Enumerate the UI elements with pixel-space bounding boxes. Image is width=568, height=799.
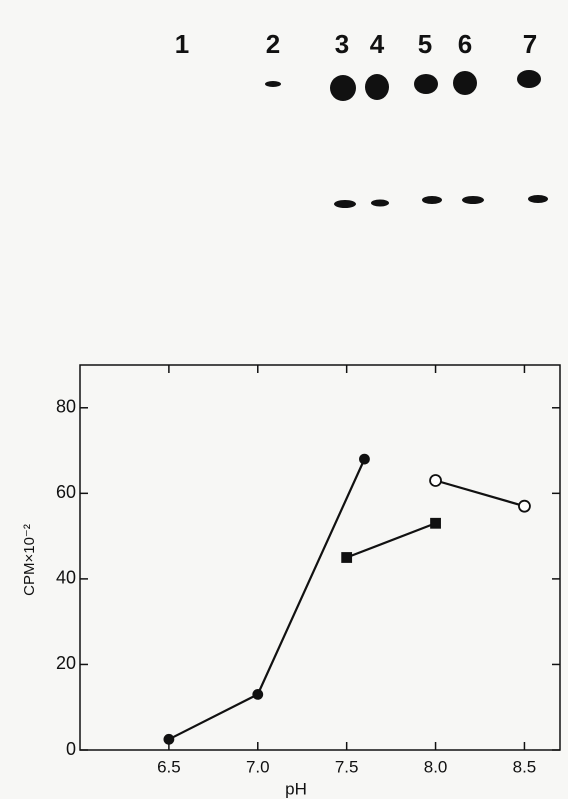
- point-marker: [429, 474, 442, 487]
- x-tick-label: 6.5: [157, 757, 181, 776]
- gel-band: [462, 196, 484, 204]
- lane-label: 7: [523, 29, 537, 59]
- point-marker: [518, 499, 531, 513]
- lane-label: 3: [335, 29, 349, 59]
- gel-band: [517, 70, 541, 88]
- gel-band: [422, 196, 442, 204]
- series-line: [435, 479, 525, 508]
- y-tick-label: 80: [56, 397, 76, 417]
- x-axis-label: pH: [285, 779, 307, 798]
- y-tick-label: 60: [56, 482, 76, 502]
- plot-frame: [79, 364, 561, 751]
- point-marker: [252, 688, 264, 700]
- gel-band: [365, 74, 389, 100]
- point-marker: [341, 552, 353, 563]
- series-line: [346, 522, 436, 559]
- x-tick-label: 8.0: [424, 757, 448, 776]
- gel-band: [334, 200, 356, 208]
- y-tick-label: 20: [56, 653, 76, 673]
- lane-label: 6: [458, 29, 472, 59]
- x-tick-label: 7.5: [335, 757, 359, 776]
- y-tick-label: 40: [56, 568, 76, 588]
- x-tick-label: 8.5: [513, 757, 537, 776]
- gel-band: [414, 74, 438, 94]
- x-tick-label: 7.0: [246, 757, 270, 776]
- lane-label: 1: [175, 29, 189, 59]
- point-marker: [430, 517, 441, 529]
- gel-band: [371, 199, 389, 207]
- lane-label: 5: [418, 29, 432, 59]
- lane-label: 2: [266, 29, 280, 59]
- y-axis-label: CPM×10⁻²: [21, 524, 38, 596]
- gel-band: [528, 195, 548, 203]
- point-marker: [359, 453, 370, 465]
- y-tick-label: 0: [66, 739, 76, 759]
- point-marker: [163, 733, 175, 745]
- plot: pH CPM×10⁻² 6.5 7.0 7.5 8.0 8.5 0 20 40 60 80: [21, 364, 561, 798]
- gel-band: [330, 75, 356, 101]
- lane-label: 4: [370, 29, 385, 59]
- gel-band: [453, 71, 477, 95]
- gel-band: [265, 81, 281, 87]
